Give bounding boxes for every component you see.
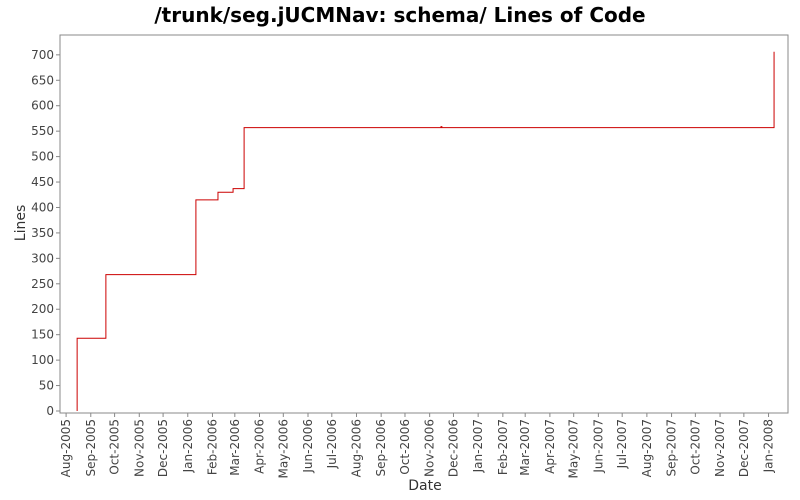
x-tick-label: Feb-2006 [205,419,219,475]
x-tick-label: Jun-2007 [591,419,605,474]
x-tick-label: Mar-2006 [228,419,242,476]
x-tick-label: Oct-2005 [108,419,122,475]
x-tick-label: May-2007 [567,419,581,478]
y-tick-label: 350 [31,226,54,240]
x-tick-label: May-2006 [276,419,290,478]
x-tick-label: Sep-2005 [84,419,98,477]
y-axis-label: Lines [13,205,29,241]
y-tick-label: 200 [31,302,54,316]
x-tick-label: Aug-2006 [349,419,363,477]
x-tick-label: Feb-2007 [496,419,510,475]
x-tick-label: Jul-2006 [325,419,339,469]
chart-title: /trunk/seg.jUCMNav: schema/ Lines of Cod… [154,3,645,27]
y-tick-label: 0 [46,404,54,418]
x-tick-label: Dec-2006 [446,419,460,477]
y-tick-label: 150 [31,328,54,342]
x-tick-label: Apr-2006 [252,419,266,474]
x-tick-label: Sep-2007 [665,419,679,477]
y-tick-label: 700 [31,48,54,62]
x-tick-label: Sep-2006 [374,419,388,477]
plot-area [59,34,789,414]
x-tick-label: Dec-2007 [737,419,751,477]
x-tick-label: Oct-2006 [398,419,412,475]
x-tick-label: Nov-2006 [423,419,437,477]
y-tick-label: 50 [39,379,54,393]
x-tick-label: Aug-2007 [640,419,654,477]
x-axis-label: Date [408,478,441,494]
x-tick-label: Apr-2007 [543,419,557,474]
x-tick-label: Jan-2006 [181,419,195,473]
line [76,51,775,411]
x-tick-label: Jun-2006 [301,419,315,474]
x-tick-label: Mar-2007 [518,419,532,476]
y-tick-label: 100 [31,353,54,367]
x-tick-label: Aug-2005 [59,419,73,477]
y-tick-label: 650 [31,73,54,87]
x-tick-label: Jan-2008 [762,419,776,473]
x-tick-label: Jul-2007 [615,419,629,469]
y-tick-label: 400 [31,200,54,214]
x-tick-label: Oct-2007 [688,419,702,475]
y-tick-label: 600 [31,99,54,113]
x-tick-label: Nov-2005 [132,419,146,477]
y-tick-label: 300 [31,251,54,265]
y-tick-label: 450 [31,175,54,189]
x-tick-label: Dec-2005 [156,419,170,477]
x-tick-label: Jan-2007 [471,419,485,473]
y-tick-label: 550 [31,124,54,138]
y-tick-label: 250 [31,277,54,291]
y-tick-label: 500 [31,150,54,164]
x-tick-label: Nov-2007 [713,419,727,477]
